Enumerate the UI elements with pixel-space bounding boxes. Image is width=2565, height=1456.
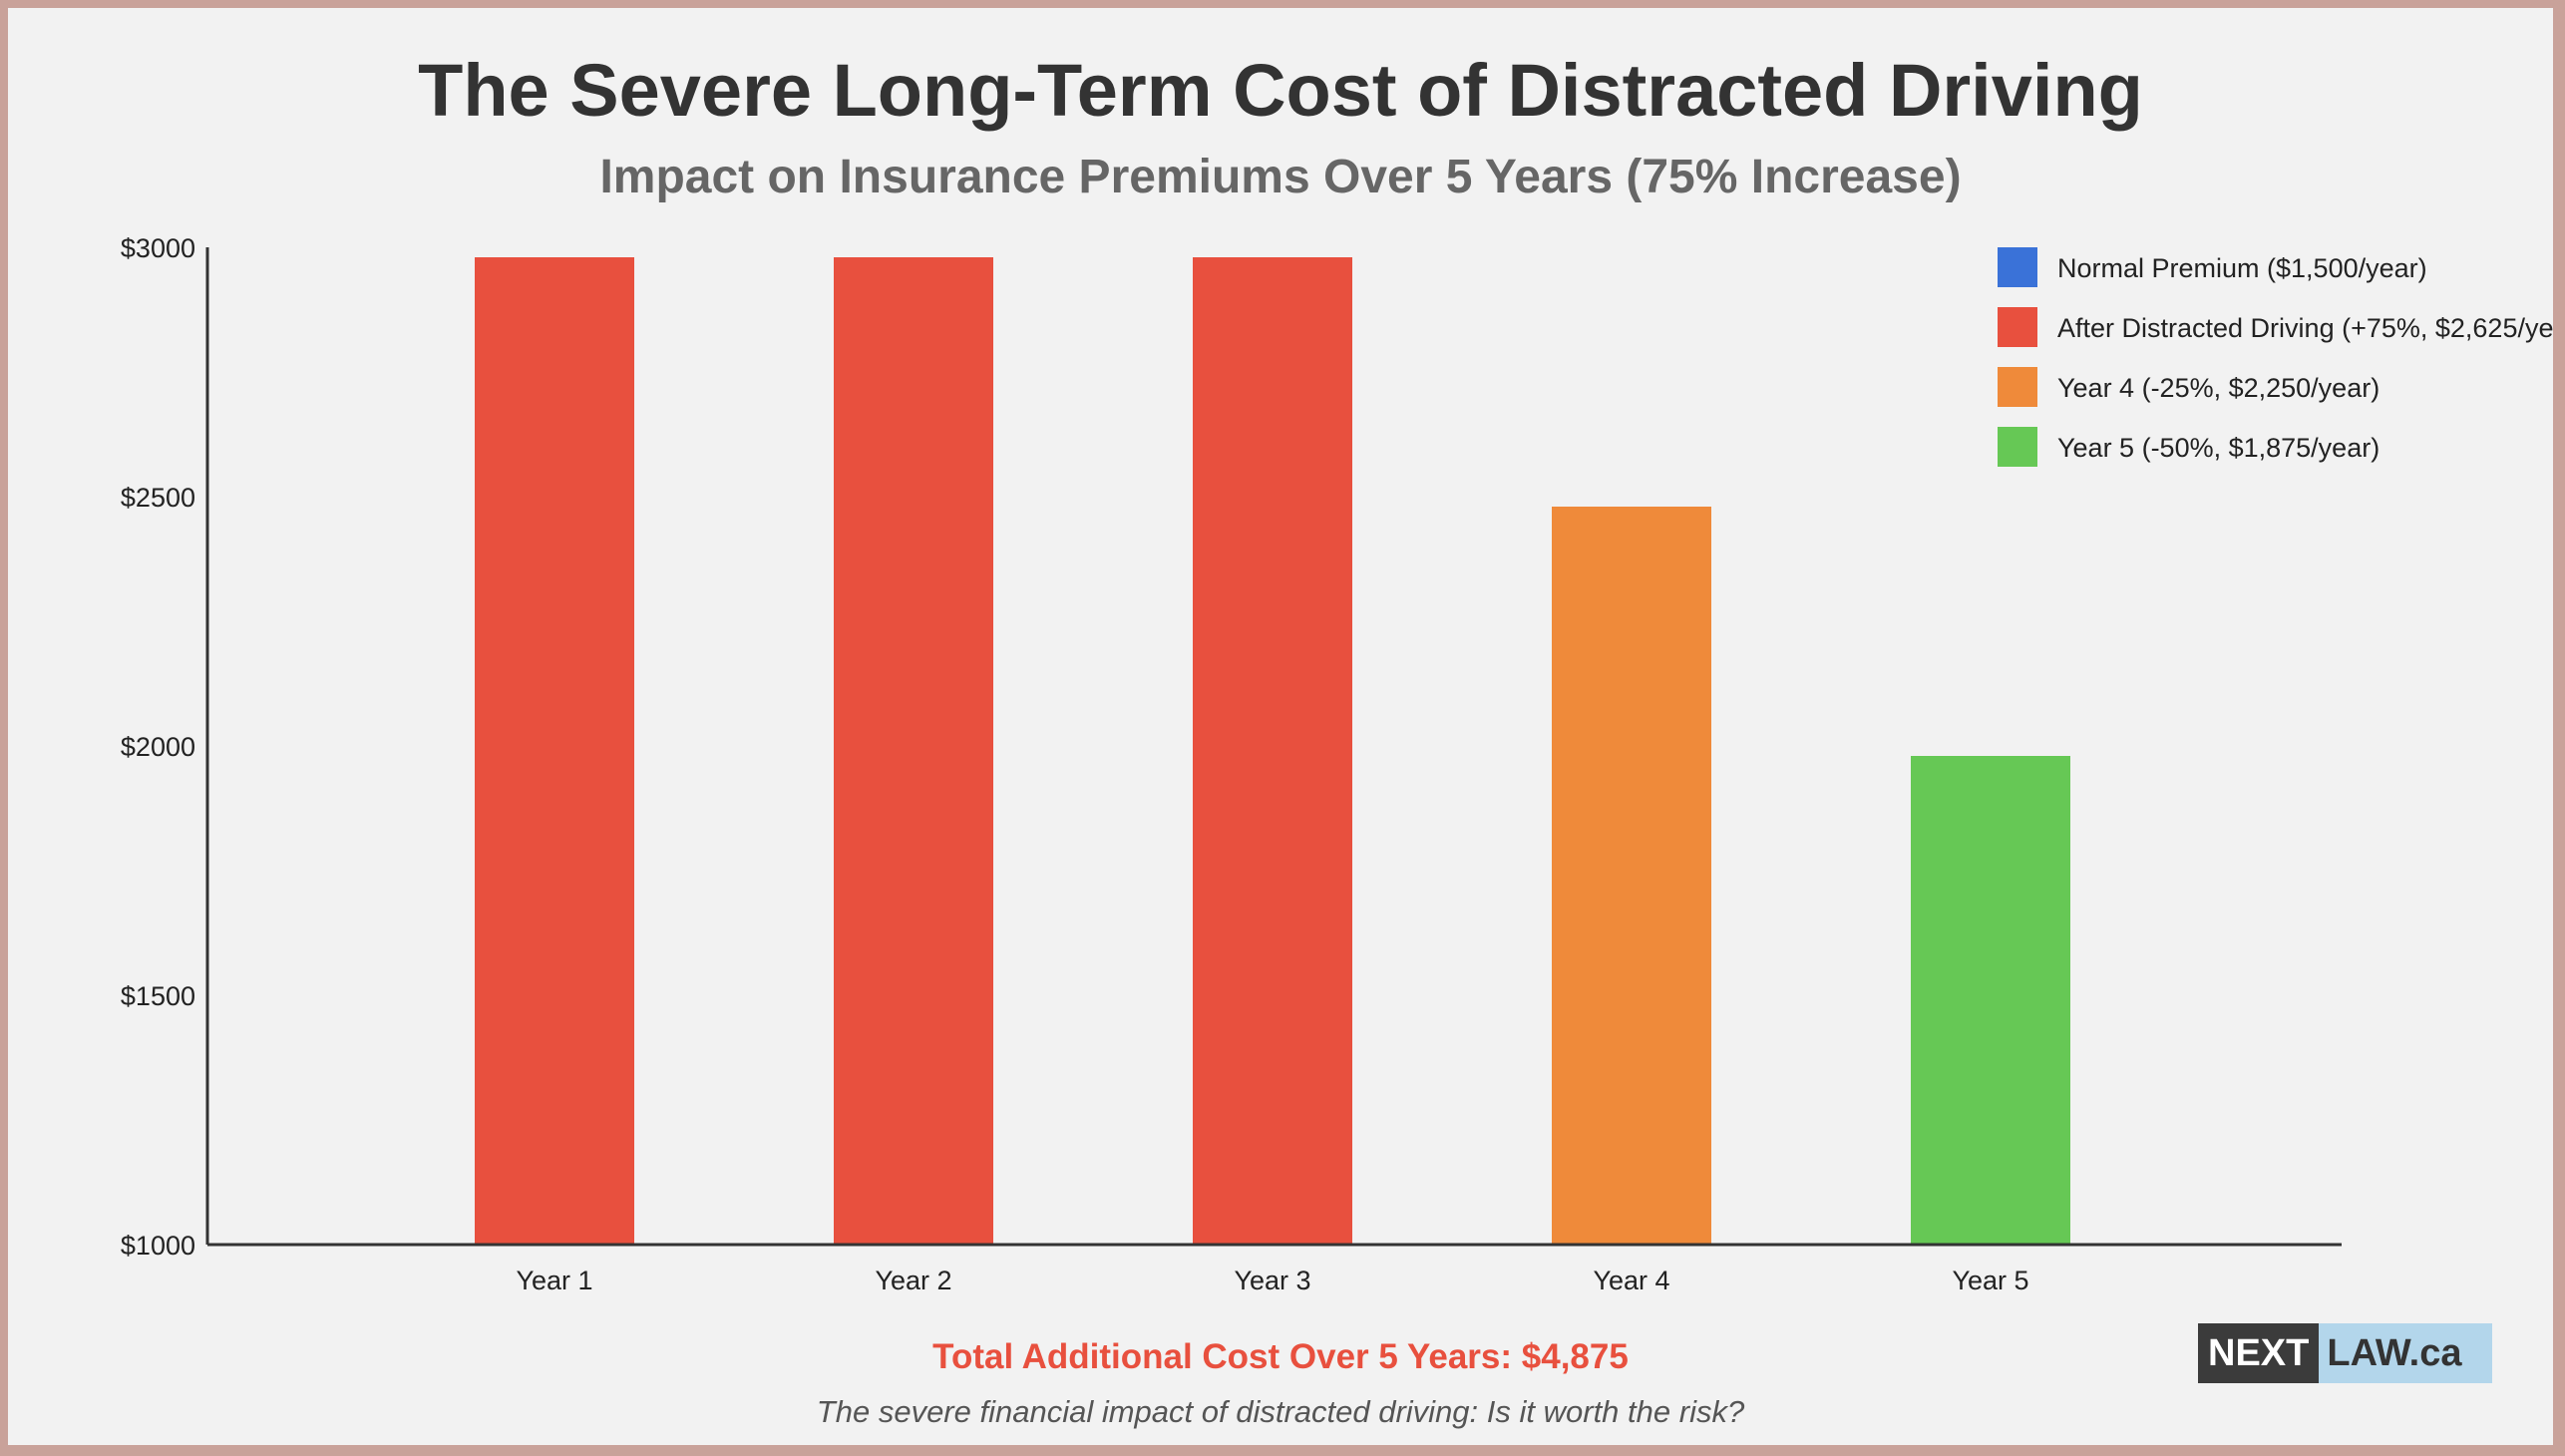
y-tick-label: $1500 [121,981,195,1011]
bar-chart: $1000 $1500 $2000 $2500 $3000 Year 1 Year 2 Ye… [121,233,2553,1295]
x-tick-label: Year 5 [1952,1266,2028,1295]
y-tick-label: $3000 [121,233,195,263]
legend-swatch [1998,307,2037,347]
y-tick-label: $1000 [121,1231,195,1261]
legend-swatch [1998,427,2037,467]
legend-label: Year 5 (-50%, $1,875/year) [2057,433,2380,463]
legend-label: Normal Premium ($1,500/year) [2057,253,2427,283]
bar-year-1 [475,257,634,1245]
chart-title: The Severe Long-Term Cost of Distracted … [418,49,2143,132]
legend-swatch [1998,247,2037,287]
chart-frame: The Severe Long-Term Cost of Distracted … [8,8,2553,1445]
x-tick-label: Year 4 [1593,1266,1669,1295]
total-additional-cost: Total Additional Cost Over 5 Years: $4,8… [932,1337,1629,1376]
bar-year-4 [1552,507,1711,1245]
tagline: The severe financial impact of distracte… [816,1394,1745,1429]
nextlaw-logo[interactable]: NEXT LAW.ca [2198,1323,2492,1383]
logo-next-text: NEXT [2198,1323,2320,1383]
y-tick-label: $2500 [121,483,195,513]
legend-label: Year 4 (-25%, $2,250/year) [2057,373,2380,403]
bar-year-2 [834,257,993,1245]
x-tick-label: Year 2 [875,1266,951,1295]
bar-year-5 [1911,756,2070,1245]
logo-law-text: LAW.ca [2319,1323,2492,1383]
x-tick-label: Year 1 [516,1266,592,1295]
legend-swatch [1998,367,2037,407]
legend-label: After Distracted Driving (+75%, $2,625/y… [2057,313,2553,343]
bar-year-3 [1193,257,1352,1245]
y-tick-label: $2000 [121,732,195,762]
chart-subtitle: Impact on Insurance Premiums Over 5 Year… [599,151,1962,203]
x-tick-label: Year 3 [1234,1266,1310,1295]
